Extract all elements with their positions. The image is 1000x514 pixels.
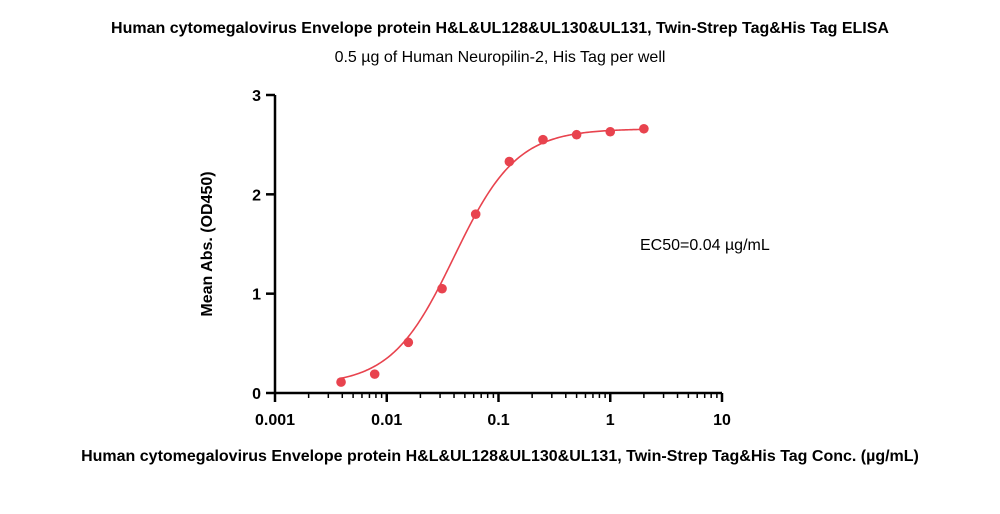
y-tick-label-2: 2 (252, 187, 261, 204)
fit-curve (340, 128, 644, 380)
x-tick-label-0.01: 0.01 (371, 412, 402, 429)
y-axis-title: Mean Abs. (OD450) (199, 171, 216, 316)
x-tick-label-0.1: 0.1 (487, 412, 509, 429)
y-tick-label-1: 1 (252, 287, 261, 304)
chart-subtitle: 0.5 µg of Human Neuropilin-2, His Tag pe… (334, 49, 666, 66)
x-tick-label-0.001: 0.001 (255, 412, 295, 429)
data-point (639, 123, 649, 134)
data-point (336, 377, 346, 387)
fit-curve-layer (340, 128, 644, 380)
chart-axes: 0 1 2 3 0.001 0.01 0.1 1 10 (252, 88, 731, 429)
data-point (369, 369, 380, 379)
data-point (538, 134, 548, 145)
data-point (437, 283, 447, 294)
data-point (470, 209, 481, 219)
data-point (403, 337, 414, 348)
y-tick-label-0: 0 (252, 386, 261, 403)
ec50-annotation: EC50=0.04 µg/mL (640, 237, 770, 254)
y-tick-label-3: 3 (252, 88, 261, 105)
data-point (605, 126, 616, 137)
x-tick-label-10: 10 (713, 412, 731, 429)
x-tick-label-1: 1 (606, 412, 615, 429)
data-point (571, 129, 582, 140)
x-axis-title: Human cytomegalovirus Envelope protein H… (81, 448, 919, 465)
data-point (504, 156, 515, 167)
chart-title: Human cytomegalovirus Envelope protein H… (111, 20, 889, 37)
data-points-layer (336, 123, 649, 387)
